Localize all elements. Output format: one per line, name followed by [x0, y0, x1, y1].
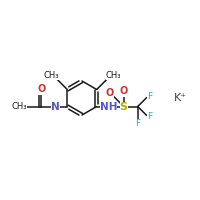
- Text: K⁺: K⁺: [173, 93, 187, 103]
- Text: CH₃: CH₃: [106, 71, 121, 80]
- Text: F: F: [147, 92, 152, 101]
- Text: N: N: [51, 102, 60, 112]
- Text: O: O: [37, 84, 45, 95]
- Text: F: F: [147, 112, 152, 121]
- Text: NH: NH: [100, 102, 117, 112]
- Text: CH₃: CH₃: [44, 71, 59, 80]
- Text: F: F: [135, 119, 140, 128]
- Text: O: O: [120, 86, 128, 97]
- Text: CH₃: CH₃: [12, 102, 27, 111]
- Text: O: O: [106, 88, 114, 98]
- Text: S: S: [120, 102, 128, 112]
